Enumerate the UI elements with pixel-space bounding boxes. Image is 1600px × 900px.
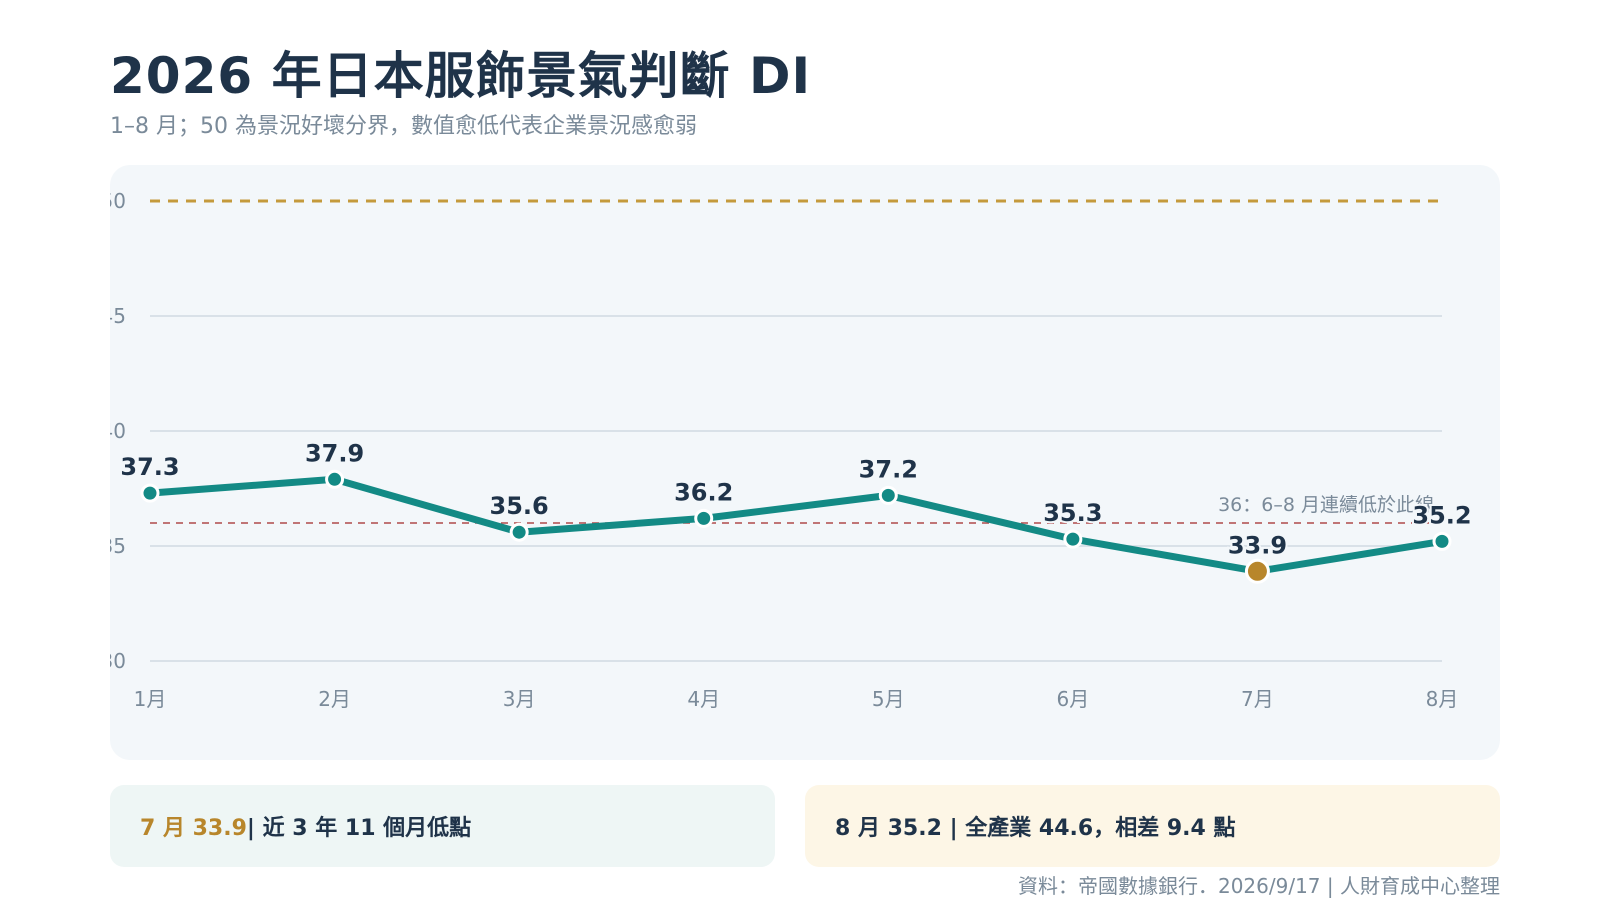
data-point (509, 522, 529, 542)
data-label: 35.6 (490, 492, 549, 520)
y-tick-label: 45 (110, 304, 126, 328)
data-point (1432, 531, 1452, 551)
y-tick-label: 50 (110, 189, 126, 213)
chart-title: 2026 年日本服飾景氣判斷 DI (110, 47, 812, 105)
data-point (878, 485, 898, 505)
x-tick-label: 4月 (687, 687, 720, 711)
data-label: 36.2 (674, 478, 733, 506)
data-label: 35.2 (1412, 501, 1471, 529)
y-tick-label: 35 (110, 534, 126, 558)
x-tick-label: 8月 (1426, 687, 1459, 711)
x-tick-label: 2月 (318, 687, 351, 711)
data-label: 37.9 (305, 439, 364, 467)
low-point-value: 7 月 33.9 (140, 816, 247, 841)
chart-subtitle: 1–8 月；50 為景況好壞分界，數值愈低代表企業景況感愈弱 (110, 114, 697, 139)
data-label: 35.3 (1043, 499, 1102, 527)
x-tick-label: 7月 (1241, 687, 1274, 711)
x-tick-label: 6月 (1056, 687, 1089, 711)
line-chart: 30 35 40 45 50 1月 2月 3月 4月 5月 6月 7月 8月 36：6–8 月連續低於此線… (110, 189, 1474, 711)
y-tick-label: 30 (110, 649, 126, 673)
reference-line-label: 36：6–8 月連續低於此線 (1218, 494, 1434, 516)
chart-panel: 30 35 40 45 50 1月 2月 3月 4月 5月 6月 7月 8月 36：6–8 月連續低於此線… (110, 165, 1500, 760)
source-note: 資料：帝國數據銀行．2026/9/17 | 人財育成中心整理 (1017, 874, 1500, 898)
data-label: 37.2 (859, 455, 918, 483)
august-comparison-card: 8 月 35.2 | 全產業 44.6，相差 9.4 點 (805, 785, 1500, 867)
data-point (325, 469, 345, 489)
x-tick-label: 5月 (872, 687, 905, 711)
data-point (694, 508, 714, 528)
x-tick-label: 3月 (503, 687, 536, 711)
data-point-highlight (1244, 558, 1270, 584)
data-point (1063, 529, 1083, 549)
data-label: 33.9 (1228, 531, 1287, 559)
low-point-card: 7 月 33.9 | 近 3 年 11 個月低點 (110, 785, 775, 867)
data-point (140, 483, 160, 503)
data-label: 37.3 (120, 453, 179, 481)
series-line (146, 475, 1446, 575)
august-comparison-text: 8 月 35.2 | 全產業 44.6，相差 9.4 點 (835, 816, 1236, 841)
x-tick-label: 1月 (134, 687, 167, 711)
low-point-text: | 近 3 年 11 個月低點 (246, 816, 472, 841)
y-tick-label: 40 (110, 419, 126, 443)
